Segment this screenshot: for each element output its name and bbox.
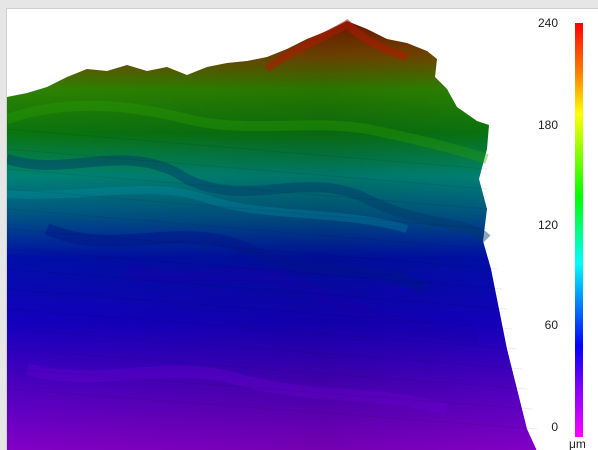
scale-unit: μm <box>569 437 586 450</box>
scale-tick-60: 60 <box>544 318 558 332</box>
terrain-shading <box>7 21 537 450</box>
texture-lines <box>7 128 538 430</box>
ridge-shadow-1 <box>7 154 491 243</box>
ridge-highlight-2 <box>7 185 409 233</box>
ridge-highlight-1 <box>7 100 489 164</box>
ridge-shadow-2 <box>44 223 430 295</box>
peak-highlight <box>264 18 409 73</box>
color-scale-bar <box>575 23 583 437</box>
scale-tick-240: 240 <box>537 16 558 30</box>
render-canvas[interactable]: 240 180 120 60 0 μm <box>6 8 598 450</box>
ridge-shadow-3 <box>124 262 479 346</box>
scale-tick-0: 0 <box>551 420 558 434</box>
ridge-highlight-3 <box>25 363 449 415</box>
height-map-surface[interactable] <box>7 9 547 450</box>
scale-tick-180: 180 <box>537 118 558 132</box>
scale-tick-120: 120 <box>537 218 558 232</box>
